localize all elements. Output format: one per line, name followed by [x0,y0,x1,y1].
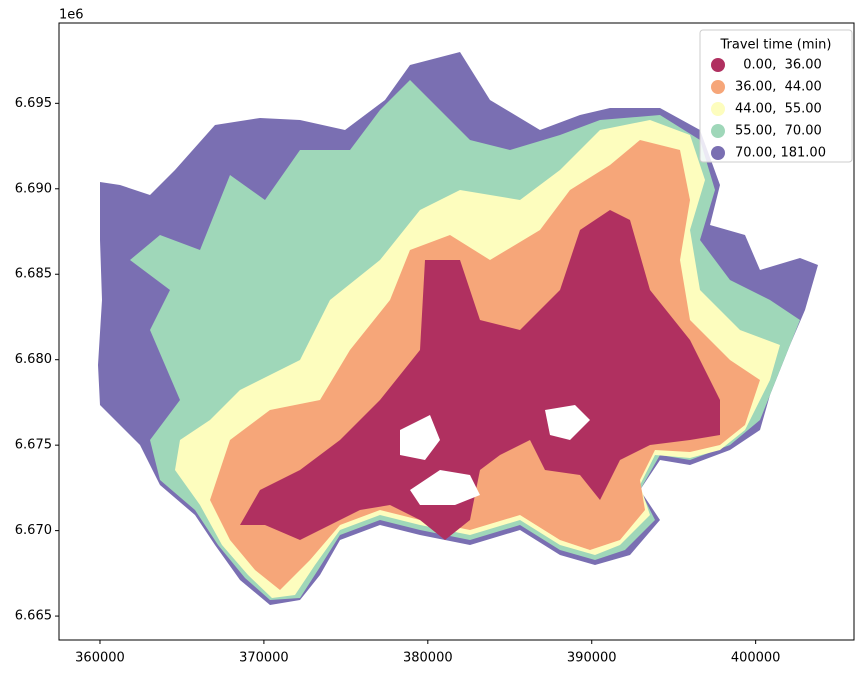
x-tick-label: 360000 [75,651,125,666]
legend-label: 70.00, 181.00 [735,146,826,161]
y-tick-label: 6.675 [15,438,52,453]
axis-offset-label: 1e6 [59,8,84,23]
legend-label: 44.00, 55.00 [735,102,822,117]
x-tick-label: 390000 [567,651,617,666]
map-region [98,52,818,605]
legend-label: 55.00, 70.00 [735,124,822,139]
map-hole [400,415,440,460]
legend-marker [711,124,725,138]
axes-frame [58,22,855,641]
legend-marker [711,80,725,94]
legend-box [699,29,853,163]
y-tick-label: 6.695 [15,96,52,111]
legend-title: Travel time (min) [720,38,832,53]
map-hole [410,470,480,505]
y-tick-label: 6.685 [15,267,52,282]
x-tick-label: 370000 [239,651,289,666]
y-tick-label: 6.680 [15,352,52,367]
map-zone [240,210,720,540]
legend-marker [711,102,725,116]
x-tick-label: 380000 [403,651,453,666]
legend-label: 0.00, 36.00 [735,58,822,73]
legend-marker [711,58,725,72]
map-hole [545,405,590,440]
y-tick-label: 6.690 [15,181,52,196]
x-tick-label: 400000 [731,651,781,666]
legend: Travel time (min) 0.00, 36.00 36.00, 44.0… [699,29,853,163]
y-tick-label: 6.670 [15,523,52,538]
legend-label: 36.00, 44.00 [735,80,822,95]
y-tick-label: 6.665 [15,609,52,624]
legend-marker [711,146,725,160]
